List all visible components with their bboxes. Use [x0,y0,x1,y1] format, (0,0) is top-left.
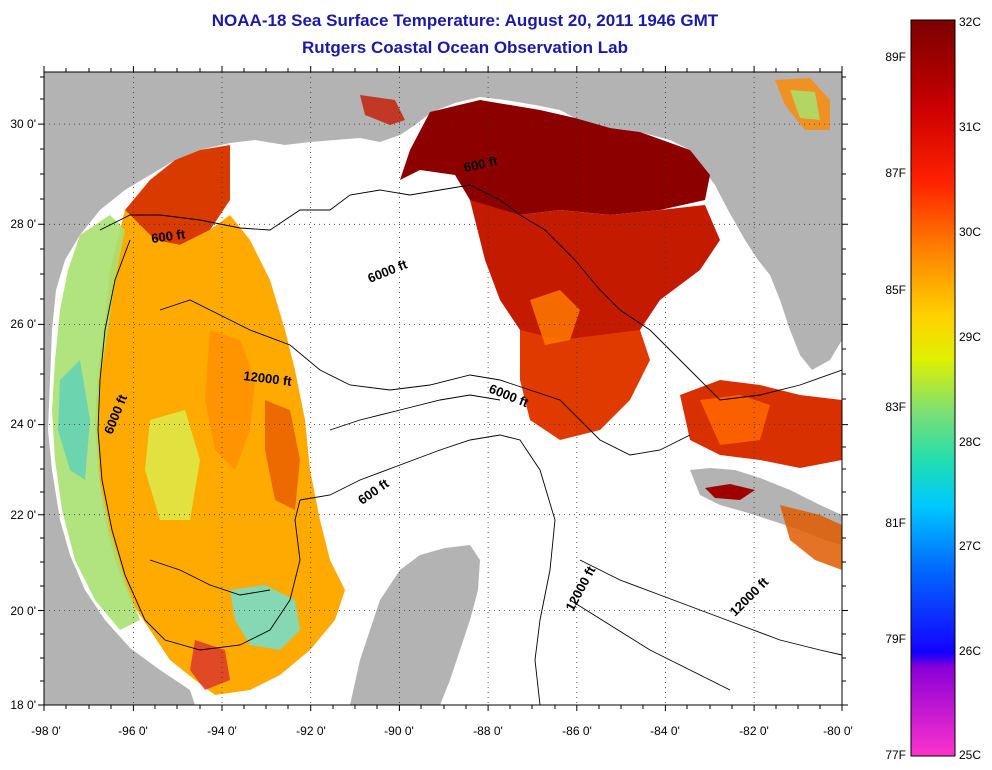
colorbar-label-c: 27C [959,539,981,553]
y-tick-label: 28 0' [10,217,36,231]
x-tick-label: -98 0' [31,724,61,738]
colorbar-label-c: 29C [959,330,981,344]
x-tick-label: -88 0' [473,724,503,738]
colorbar-label-f: 89F [885,50,906,64]
colorbar-label-f: 85F [885,283,906,297]
x-tick-label: -84 0' [650,724,680,738]
colorbar-label-c: 31C [959,120,981,134]
map-title: NOAA-18 Sea Surface Temperature: August … [211,11,719,30]
land-yucatan [350,545,480,705]
land-florida-keys-area [780,72,842,320]
land-us-gulf-coast [44,72,842,705]
colorbar-label-f: 77F [885,748,906,762]
axis-ticks [38,66,848,711]
bathymetry-contours [97,184,842,705]
contour-label: 600 ft [463,153,500,175]
colorbar-label-c: 32C [959,15,981,29]
y-tick-label: 30 0' [10,117,36,131]
colorbar-frame [910,19,956,757]
colorbar-label-c: 26C [959,644,981,658]
colorbar-label-c: 28C [959,435,981,449]
map-frame [43,71,843,706]
x-tick-label: -92 0' [296,724,326,738]
colorbar-label-c: 25C [959,748,981,762]
colorbar-label-c: 30C [959,225,981,239]
contour-label: 12000 ft [243,368,294,389]
map-area: 600 ft 600 ft 600 ft 6000 ft 6000 ft 600… [44,72,842,705]
y-tick-label: 22 0' [10,508,36,522]
x-tick-label: -86 0' [562,724,592,738]
x-tick-label: -94 0' [207,724,237,738]
colorbar-label-f: 87F [885,166,906,180]
x-tick-label: -82 0' [739,724,769,738]
graticule [44,72,842,705]
x-tick-label: -80 0' [823,724,853,738]
y-tick-label: 24 0' [10,417,36,431]
contour-label: 600 ft [150,226,186,246]
colorbar: 32C 31C 30C 29C 28C 27C 26C 25C 89F 87F … [885,15,981,762]
y-tick-label: 26 0' [10,317,36,331]
y-tick-label: 20 0' [10,604,36,618]
colorbar-gradient [911,20,955,756]
colorbar-label-f: 81F [885,516,906,530]
colorbar-label-f: 83F [885,400,906,414]
colorbar-label-f: 79F [885,632,906,646]
y-tick-label: 18 0' [10,698,36,712]
sst-data-layer [52,78,842,695]
x-tick-label: -96 0' [118,724,148,738]
map-subtitle: Rutgers Coastal Ocean Observation Lab [302,38,628,57]
x-tick-label: -90 0' [384,724,414,738]
